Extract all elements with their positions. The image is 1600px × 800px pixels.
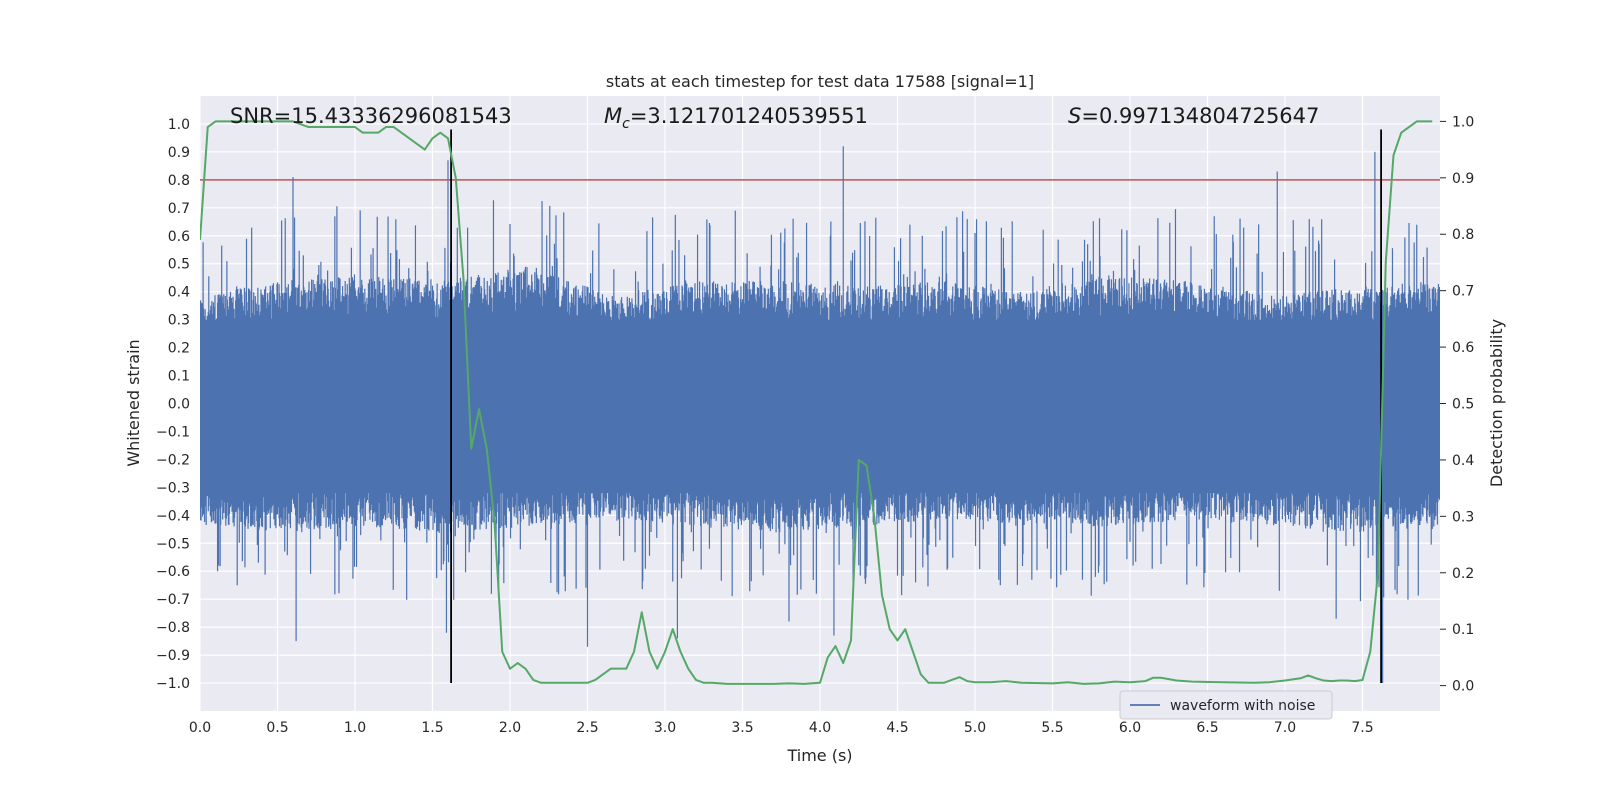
significance-annotation: S=0.997134804725647 <box>1068 104 1319 128</box>
x-tick-label: 1.0 <box>344 720 366 736</box>
x-tick-label: 2.5 <box>576 720 598 736</box>
x-tick-label: 5.5 <box>1041 720 1063 736</box>
y-tick-label: 0.8 <box>168 173 190 189</box>
chart-title: stats at each timestep for test data 175… <box>606 72 1034 91</box>
y2-tick-label: 0.1 <box>1452 622 1474 638</box>
y-tick-label: 0.9 <box>168 145 190 161</box>
y-axis-ticks: 1.0 0.9 0.8 0.7 0.6 0.5 0.4 0.3 0.2 0.1 0.0 −0.1 −0.… <box>156 117 190 692</box>
y-tick-label: −0.9 <box>156 648 190 664</box>
y-tick-label: 0.7 <box>168 201 190 217</box>
y-tick-label: −0.1 <box>156 424 190 440</box>
y-tick-label: 0.3 <box>168 313 190 329</box>
y2-tick-label: 0.0 <box>1452 679 1474 695</box>
y-tick-label: 0.2 <box>168 341 190 357</box>
y-tick-label: 0.0 <box>168 397 190 413</box>
y-tick-label: −0.5 <box>156 536 190 552</box>
y2-tick-label: 0.3 <box>1452 509 1474 525</box>
y2-tick-label: 0.4 <box>1452 453 1474 469</box>
y2-tick-label: 0.2 <box>1452 566 1474 582</box>
x-tick-label: 4.5 <box>886 720 908 736</box>
y-tick-label: 0.4 <box>168 285 190 301</box>
x-tick-label: 6.0 <box>1119 720 1141 736</box>
x-tick-label: 7.5 <box>1351 720 1373 736</box>
x-tick-label: 5.0 <box>964 720 986 736</box>
y-tick-label: 1.0 <box>168 117 190 133</box>
x-tick-label: 4.0 <box>809 720 831 736</box>
y-tick-label: −0.7 <box>156 592 190 608</box>
chirp-mass-symbol: M <box>604 104 622 128</box>
x-tick-label: 2.0 <box>499 720 521 736</box>
y-tick-label: 0.6 <box>168 229 190 245</box>
x-tick-label: 3.0 <box>654 720 676 736</box>
y2-tick-label: 0.9 <box>1452 171 1474 187</box>
legend-box <box>1119 690 1333 720</box>
y-tick-label: −0.2 <box>156 452 190 468</box>
snr-annotation: SNR=15.43336296081543 <box>230 104 512 128</box>
x-tick-label: 6.5 <box>1196 720 1218 736</box>
y2-tick-label: 0.8 <box>1452 227 1474 243</box>
y2-tick-label: 0.7 <box>1452 284 1474 300</box>
y-tick-label: −1.0 <box>156 676 190 692</box>
x-tick-label: 3.5 <box>731 720 753 736</box>
probability-line <box>200 120 1433 685</box>
y-tick-label: 0.1 <box>168 369 190 385</box>
significance-value: =0.997134804725647 <box>1081 104 1319 128</box>
x-axis-ticks: 0.0 0.5 1.0 1.5 2.0 2.5 3.0 3.5 4.0 4.5 5.0 5.5 6.0 6… <box>189 720 1374 736</box>
chirp-mass-subscript: c <box>622 116 630 132</box>
legend-label: waveform with noise <box>1170 698 1315 714</box>
chirp-mass-annotation: Mc=3.121701240539551 <box>604 104 868 132</box>
x-tick-label: 7.0 <box>1274 720 1296 736</box>
y-tick-label: −0.6 <box>156 564 190 580</box>
probability-series <box>200 120 1433 685</box>
x-axis-label: Time (s) <box>786 746 852 765</box>
y-axis-label: Whitened strain <box>124 339 143 466</box>
y2-axis-ticks: 1.0 0.9 0.8 0.7 0.6 0.5 0.4 0.3 0.2 0.1 0.0 <box>1440 114 1474 695</box>
x-tick-label: 1.5 <box>421 720 443 736</box>
waveform-series <box>200 146 1440 683</box>
chirp-mass-value: =3.121701240539551 <box>630 104 868 128</box>
y2-axis-label: Detection probability <box>1487 319 1506 487</box>
y-tick-label: −0.4 <box>156 508 190 524</box>
y-tick-label: −0.3 <box>156 480 190 496</box>
x-tick-label: 0.5 <box>266 720 288 736</box>
significance-symbol: S <box>1068 104 1081 128</box>
y2-tick-label: 1.0 <box>1452 114 1474 130</box>
event-markers <box>450 129 1382 684</box>
x-tick-label: 0.0 <box>189 720 211 736</box>
y-tick-label: −0.8 <box>156 620 190 636</box>
waveform-line <box>200 146 1440 683</box>
y2-tick-label: 0.6 <box>1452 340 1474 356</box>
legend: waveform with noise <box>1119 690 1333 720</box>
y2-tick-label: 0.5 <box>1452 397 1474 413</box>
y-tick-label: 0.5 <box>168 257 190 273</box>
